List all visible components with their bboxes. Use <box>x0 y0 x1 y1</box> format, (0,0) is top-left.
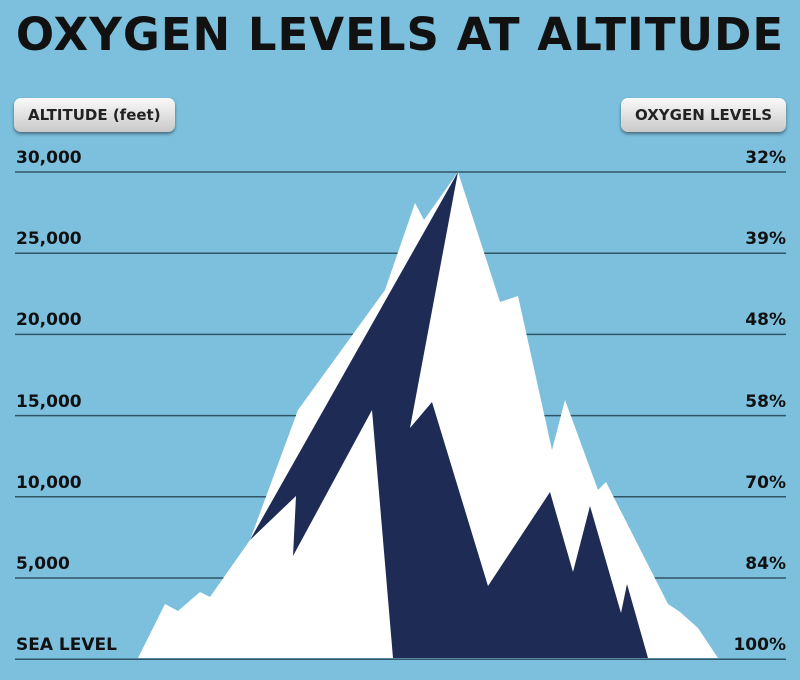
oxygen-label: 100% <box>733 635 786 656</box>
mountain-shadow <box>250 172 648 658</box>
altitude-label: 20,000 <box>16 310 82 331</box>
altitude-header: ALTITUDE (feet) <box>14 98 175 132</box>
altitude-label: 25,000 <box>16 229 82 250</box>
oxygen-label: 70% <box>745 472 786 493</box>
oxygen-label: 48% <box>745 310 786 331</box>
altitude-label: 10,000 <box>16 472 82 493</box>
title: OXYGEN LEVELS AT ALTITUDE <box>15 8 785 61</box>
altitude-label: 5,000 <box>16 554 70 574</box>
altitude-label: 30,000 <box>16 148 82 168</box>
oxygen-label: 39% <box>745 229 786 250</box>
oxygen-label: 84% <box>745 554 786 574</box>
oxygen-header: OXYGEN LEVELS <box>621 98 786 132</box>
altitude-label: SEA LEVEL <box>16 635 117 656</box>
oxygen-label: 58% <box>745 391 786 412</box>
oxygen-label: 32% <box>745 148 786 168</box>
altitude-label: 15,000 <box>16 391 82 412</box>
